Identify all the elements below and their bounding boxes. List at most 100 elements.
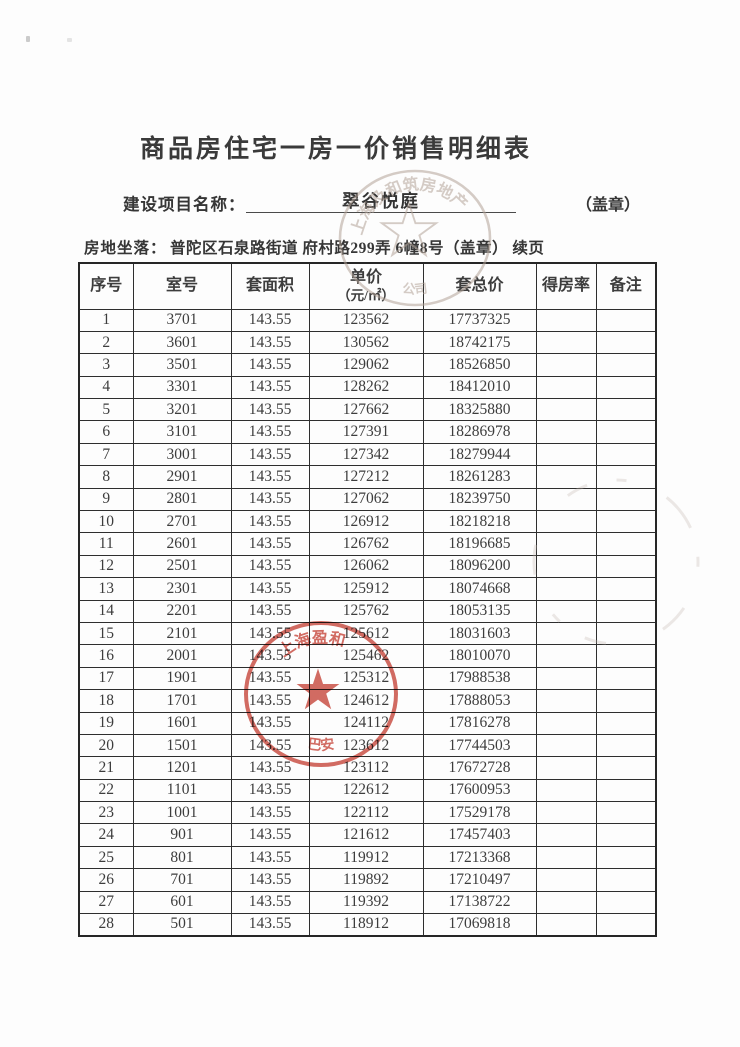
table-cell: 3501 <box>132 353 232 377</box>
project-name-underline: 翠谷悦庭 <box>246 188 516 213</box>
table-cell: 17457403 <box>422 823 537 847</box>
table-cell: 2101 <box>132 621 232 646</box>
table-cell: 143.55 <box>230 621 310 646</box>
table-cell: 17069818 <box>422 913 537 937</box>
table-cell: 143.55 <box>230 554 310 579</box>
table-row: 12 2501 143.55 126062 18096200 <box>78 554 657 579</box>
table-cell: 2701 <box>132 510 232 534</box>
col-header-room: 室号 <box>132 262 232 310</box>
table-cell <box>595 577 657 601</box>
table-cell: 143.55 <box>230 778 310 803</box>
table-cell <box>535 689 597 713</box>
table-cell: 122612 <box>308 778 424 803</box>
table-cell: 18 <box>78 689 134 713</box>
table-cell <box>535 554 597 579</box>
table-row: 21 1201 143.55 123112 17672728 <box>78 756 657 780</box>
table-cell: 127062 <box>308 487 424 512</box>
table-cell: 2601 <box>132 532 232 556</box>
table-cell: 1 <box>78 308 134 332</box>
table-row: 10 2701 143.55 126912 18218218 <box>78 510 657 534</box>
table-cell <box>535 510 597 534</box>
table-cell <box>595 756 657 780</box>
table-cell <box>595 420 657 444</box>
table-row: 26 701 143.55 119892 17210497 <box>78 868 657 892</box>
table-cell: 123612 <box>308 733 424 758</box>
table-cell: 28 <box>78 913 134 937</box>
table-cell: 143.55 <box>230 890 310 915</box>
table-cell: 22 <box>78 778 134 803</box>
project-name-value: 翠谷悦庭 <box>342 191 420 211</box>
table-cell: 18261283 <box>422 465 537 489</box>
table-cell: 2001 <box>132 644 232 668</box>
table-cell: 143.55 <box>230 666 310 691</box>
table-cell: 17737325 <box>422 308 537 332</box>
table-cell <box>535 442 597 467</box>
table-cell: 26 <box>78 868 134 892</box>
table-cell: 16 <box>78 644 134 668</box>
table-row: 15 2101 143.55 125612 18031603 <box>78 621 657 646</box>
table-cell: 130562 <box>308 330 424 355</box>
table-cell: 9 <box>78 487 134 512</box>
table-cell: 10 <box>78 510 134 534</box>
location-value: 普陀区石泉路街道 府村路299弄 6幢8号（盖章） 续页 <box>170 240 545 257</box>
table-cell: 143.55 <box>230 442 310 467</box>
col-header-unit-price-unit: （元/㎡） <box>337 287 395 303</box>
price-table-header: 序号 室号 套面积 单价 （元/㎡） 套总价 得房率 备注 <box>78 262 657 310</box>
table-cell: 18239750 <box>422 487 537 512</box>
table-cell <box>535 868 597 892</box>
table-cell <box>535 330 597 355</box>
table-cell <box>595 845 657 870</box>
table-row: 23 1001 143.55 122112 17529178 <box>78 801 657 825</box>
table-cell: 143.55 <box>230 465 310 489</box>
table-cell: 128262 <box>308 375 424 400</box>
table-row: 8 2901 143.55 127212 18261283 <box>78 465 657 489</box>
table-cell: 119392 <box>308 890 424 915</box>
table-cell: 2501 <box>132 554 232 579</box>
table-cell <box>595 621 657 646</box>
table-cell: 143.55 <box>230 577 310 601</box>
table-cell <box>595 868 657 892</box>
table-cell: 143.55 <box>230 308 310 332</box>
table-cell: 122112 <box>308 801 424 825</box>
table-cell <box>535 375 597 400</box>
table-row: 28 501 143.55 118912 17069818 <box>78 913 657 937</box>
col-header-total-price: 套总价 <box>422 262 537 310</box>
table-cell: 143.55 <box>230 353 310 377</box>
table-cell: 125912 <box>308 577 424 601</box>
table-cell: 125312 <box>308 666 424 691</box>
table-cell: 20 <box>78 733 134 758</box>
table-row: 3 3501 143.55 129062 18526850 <box>78 353 657 377</box>
table-cell: 143.55 <box>230 487 310 512</box>
table-row: 6 3101 143.55 127391 18286978 <box>78 420 657 444</box>
table-cell: 17529178 <box>422 801 537 825</box>
table-row: 27 601 143.55 119392 17138722 <box>78 890 657 915</box>
table-row: 18 1701 143.55 124612 17888053 <box>78 689 657 713</box>
table-cell: 143.55 <box>230 823 310 847</box>
table-cell: 3201 <box>132 398 232 422</box>
table-row: 5 3201 143.55 127662 18325880 <box>78 398 657 422</box>
table-cell: 143.55 <box>230 532 310 556</box>
table-cell: 18325880 <box>422 398 537 422</box>
table-cell: 18526850 <box>422 353 537 377</box>
table-cell <box>535 577 597 601</box>
table-cell <box>595 801 657 825</box>
table-cell: 17 <box>78 666 134 691</box>
table-cell <box>535 487 597 512</box>
table-cell: 1201 <box>132 756 232 780</box>
location-line: 房地坐落： 普陀区石泉路街道 府村路299弄 6幢8号（盖章） 续页 <box>0 236 740 258</box>
table-cell: 17672728 <box>422 756 537 780</box>
project-name-line: 建设项目名称： 翠谷悦庭 （盖章） <box>0 188 740 216</box>
table-cell: 127342 <box>308 442 424 467</box>
table-cell: 3101 <box>132 420 232 444</box>
table-row: 9 2801 143.55 127062 18239750 <box>78 487 657 512</box>
table-cell <box>595 711 657 735</box>
table-cell <box>595 398 657 422</box>
col-header-efficiency: 得房率 <box>535 262 597 310</box>
table-cell <box>535 778 597 803</box>
table-cell <box>535 756 597 780</box>
col-header-index: 序号 <box>78 262 134 310</box>
table-cell: 1901 <box>132 666 232 691</box>
table-cell: 901 <box>132 823 232 847</box>
table-cell: 143.55 <box>230 599 310 623</box>
table-cell: 17213368 <box>422 845 537 870</box>
